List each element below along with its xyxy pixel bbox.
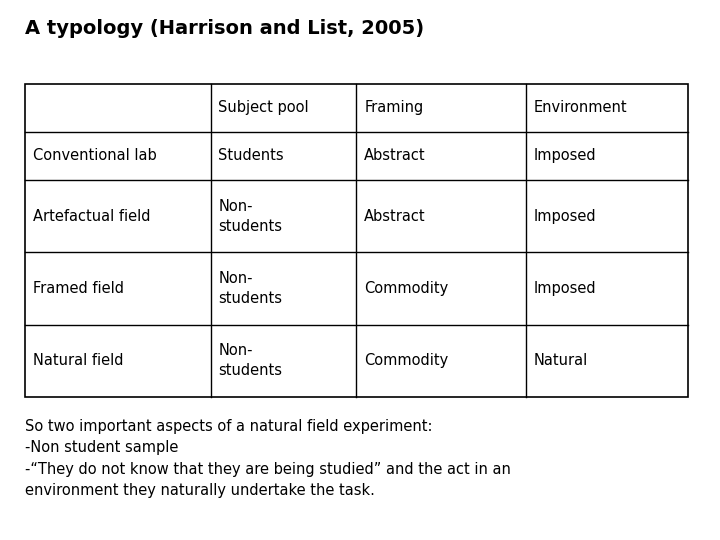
Text: Environment: Environment [534, 100, 628, 116]
Text: Abstract: Abstract [364, 208, 426, 224]
Text: Non-
students: Non- students [218, 271, 282, 306]
Text: Natural field: Natural field [33, 353, 124, 368]
Text: So two important aspects of a natural field experiment:
-Non student sample
-“Th: So two important aspects of a natural fi… [25, 418, 511, 498]
Text: Students: Students [218, 148, 284, 164]
Text: Framing: Framing [364, 100, 423, 116]
Bar [25, 84, 688, 397]
Text: Natural: Natural [534, 353, 588, 368]
Text: Imposed: Imposed [534, 148, 596, 164]
Text: Imposed: Imposed [534, 208, 596, 224]
Text: Non-
students: Non- students [218, 343, 282, 378]
Text: Imposed: Imposed [534, 281, 596, 296]
Text: Non-
students: Non- students [218, 199, 282, 234]
Text: Artefactual field: Artefactual field [33, 208, 150, 224]
Text: Abstract: Abstract [364, 148, 426, 164]
Text: A typology (Harrison and List, 2005): A typology (Harrison and List, 2005) [25, 19, 424, 38]
Text: Subject pool: Subject pool [218, 100, 309, 116]
Text: Conventional lab: Conventional lab [33, 148, 157, 164]
Text: Framed field: Framed field [33, 281, 124, 296]
Text: Commodity: Commodity [364, 353, 449, 368]
Text: Commodity: Commodity [364, 281, 449, 296]
